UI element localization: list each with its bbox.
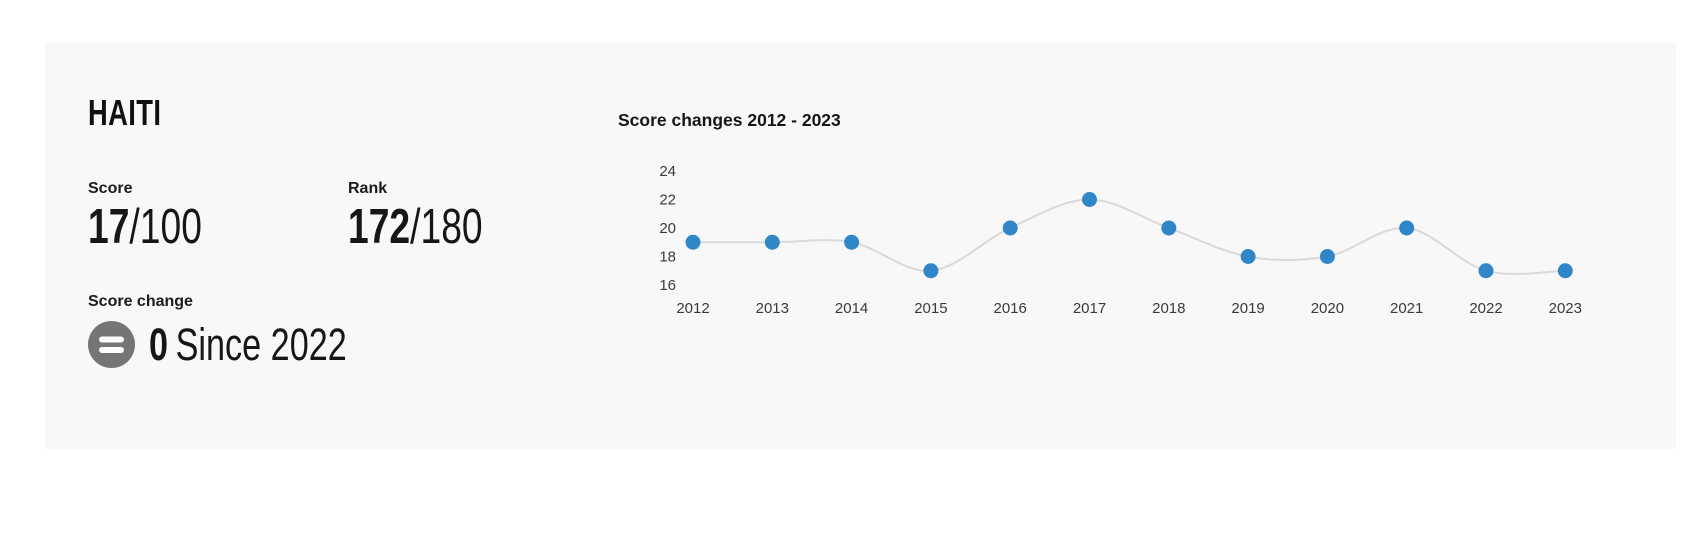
data-point-2017[interactable] xyxy=(1082,192,1097,207)
data-point-2013[interactable] xyxy=(764,234,780,250)
x-tick-label: 2013 xyxy=(756,300,789,317)
data-point-2021[interactable] xyxy=(1399,220,1415,236)
y-tick-label: 20 xyxy=(659,220,676,237)
score-value: 17/100 xyxy=(88,200,202,254)
x-tick-label: 2016 xyxy=(994,300,1027,317)
score-change-value: 0 Since 2022 xyxy=(149,319,347,371)
x-tick-label: 2023 xyxy=(1549,300,1582,317)
equals-circle-icon xyxy=(88,321,135,369)
data-point-2022[interactable] xyxy=(1478,263,1494,279)
rank-label: Rank xyxy=(348,180,388,197)
x-tick-label: 2020 xyxy=(1311,300,1344,317)
x-tick-label: 2012 xyxy=(676,300,709,317)
y-tick-label: 16 xyxy=(659,277,676,294)
x-tick-label: 2018 xyxy=(1152,300,1185,317)
data-point-2019[interactable] xyxy=(1240,249,1256,264)
chart-wrap: 24 22 20 18 16 2012 2013 2014 2015 2016 2017 2018 20… xyxy=(618,143,1652,340)
data-point-2020[interactable] xyxy=(1319,249,1335,264)
y-tick-label: 18 xyxy=(659,249,676,266)
rank-stat: Rank 172/180 xyxy=(348,180,608,253)
x-tick-label: 2015 xyxy=(914,300,947,317)
y-tick-label: 24 xyxy=(659,163,676,180)
score-label: Score xyxy=(88,180,133,197)
chart-title: Score changes 2012 - 2023 xyxy=(618,110,841,130)
x-tick-label: 2022 xyxy=(1469,300,1502,317)
x-tick-label: 2019 xyxy=(1231,300,1264,317)
country-score-card: HAITI Score 17/100 Rank 172/180 Score ch… xyxy=(45,42,1676,449)
country-summary-panel: HAITI Score 17/100 Rank 172/180 Score ch… xyxy=(88,80,618,371)
data-point-2016[interactable] xyxy=(1002,220,1018,236)
chart-panel: Score changes 2012 - 2023 24 22 20 18 16 2012… xyxy=(618,80,1652,340)
score-line xyxy=(692,198,1566,275)
rank-value: 172/180 xyxy=(348,200,483,254)
score-rank-row: Score 17/100 Rank 172/180 xyxy=(88,180,618,253)
country-name: HAITI xyxy=(88,92,162,133)
data-point-2014[interactable] xyxy=(844,234,860,250)
score-stat: Score 17/100 xyxy=(88,180,348,253)
x-tick-label: 2017 xyxy=(1073,300,1106,317)
data-point-2015[interactable] xyxy=(923,263,939,279)
y-tick-label: 22 xyxy=(659,192,676,209)
score-change-label: Score change xyxy=(88,293,193,311)
score-change-block: Score change 0 Since 2022 xyxy=(88,293,618,371)
x-tick-label: 2014 xyxy=(835,300,868,317)
data-point-2023[interactable] xyxy=(1557,263,1573,279)
x-tick-label: 2021 xyxy=(1390,300,1423,317)
data-point-2012[interactable] xyxy=(685,234,701,250)
data-point-2018[interactable] xyxy=(1161,220,1177,236)
score-change-row: 0 Since 2022 xyxy=(88,319,618,371)
